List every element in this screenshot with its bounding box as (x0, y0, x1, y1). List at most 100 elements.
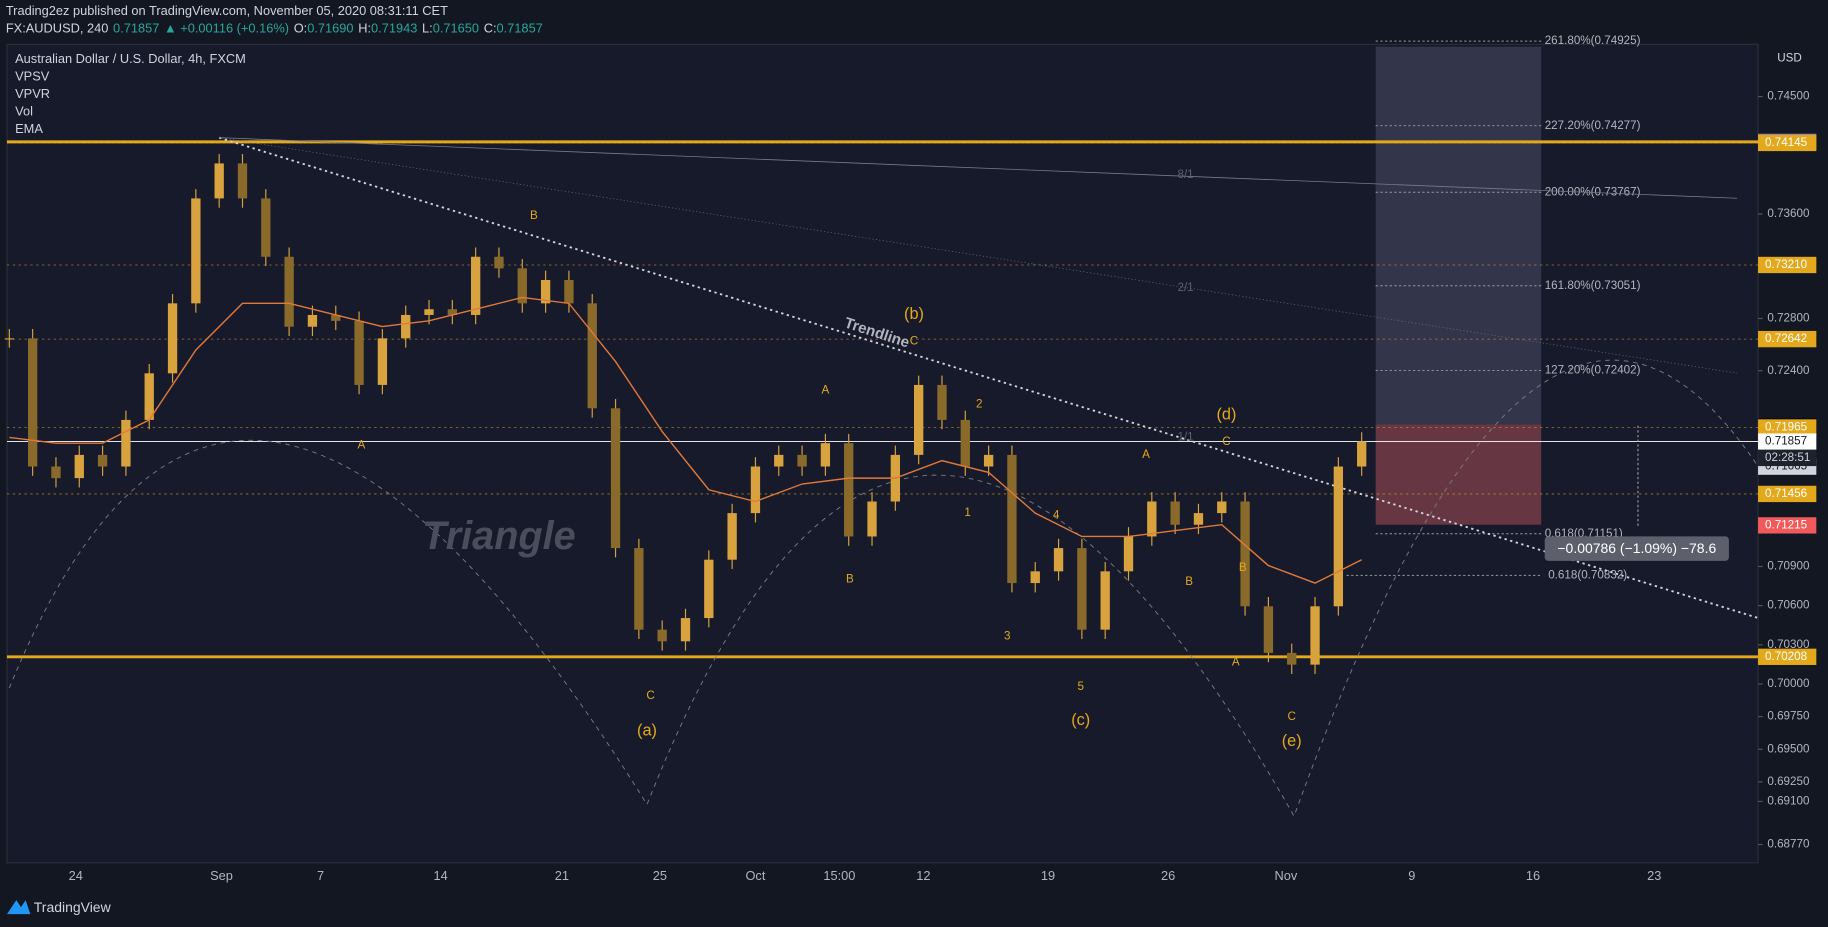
candle-body (983, 454, 994, 467)
header-text: C: (484, 21, 497, 36)
header-text: 0.71943 (371, 21, 417, 36)
wave-label: (a) (637, 721, 657, 739)
candle-body (610, 408, 621, 549)
y-tick-label: 0.74500 (1767, 90, 1810, 103)
candle-body (167, 303, 178, 374)
x-tick-label: 24 (69, 868, 83, 883)
wave-label: (c) (1071, 711, 1090, 729)
wave-label: C (1288, 710, 1296, 723)
layer: FX:AUDUSD, 240 0.71857 ▲ +0.00116 (+0.16%)… (4, 21, 1817, 883)
trendline (218, 136, 1759, 619)
y-tick-label: 0.69100 (1767, 795, 1810, 808)
price-tag-label: 0.73210 (1765, 258, 1808, 271)
wave-label: 5 (1077, 680, 1083, 693)
wave-label: 2 (976, 398, 982, 411)
measure-label: −0.00786 (−1.09%) −78.6 (1557, 540, 1716, 556)
currency[interactable]: USD (1777, 51, 1802, 64)
candle-body (1007, 454, 1017, 584)
x-tick-label: 9 (1408, 868, 1415, 883)
candle-body (1193, 513, 1204, 525)
candle-body (540, 279, 551, 304)
candle-body (867, 501, 877, 537)
wave-label: 4 (1053, 508, 1060, 521)
x-tick-label: 15:00 (823, 868, 855, 883)
wave-label: (b) (904, 305, 924, 323)
header-text: 0.71690 (307, 21, 353, 36)
wave-label: A (358, 439, 366, 452)
candle-body (447, 309, 457, 315)
header-text: O: (294, 21, 308, 36)
candle-body (1263, 606, 1274, 653)
price-tag (1758, 419, 1817, 436)
target-zone (1375, 46, 1542, 425)
y-tick-label: 0.72800 (1767, 312, 1810, 325)
candle-body (51, 466, 61, 479)
price-tag-label: 0.71965 (1765, 421, 1807, 434)
candle-body (424, 309, 434, 315)
fib-label: 0.618(0.70832) (1548, 568, 1627, 581)
wave-label: C (1222, 435, 1230, 448)
price-tag (1758, 648, 1817, 665)
wave-label: B (1185, 575, 1193, 588)
wave-label: 1 (964, 506, 970, 519)
wave-label: B (1239, 561, 1247, 574)
price-tag-label: 0.71215 (1765, 518, 1807, 531)
x-tick-label: Nov (1274, 868, 1297, 883)
candle-body (704, 559, 714, 619)
measure-box (1544, 536, 1729, 561)
price-tag-label: 0.71857 (1765, 435, 1807, 448)
y-tick-label: 0.70900 (1767, 560, 1810, 573)
publisher: Trading2ez published on TradingView.com,… (6, 3, 448, 18)
candle-body (1147, 501, 1157, 537)
price-tag-label: 0.72642 (1765, 332, 1807, 345)
candle-body (844, 443, 854, 537)
candle-body (797, 454, 807, 467)
fib-label: 227.20%(0.74277) (1545, 119, 1641, 132)
candle-body (1240, 501, 1250, 607)
header-text: H: (358, 21, 371, 36)
candle-body (284, 256, 294, 327)
countdown: 02:28:51 (1765, 451, 1810, 464)
x-tick-label: 25 (653, 868, 667, 883)
candle-body (354, 320, 364, 385)
brand: TradingView (34, 899, 112, 915)
candle-body (1053, 548, 1064, 572)
fan-label: 8/1 (1177, 168, 1193, 181)
candle-body (1170, 501, 1180, 525)
y-tick-label: 0.69750 (1767, 710, 1810, 723)
candle-body (820, 443, 831, 467)
legend-title: Australian Dollar / U.S. Dollar, 4h, FXC… (15, 51, 246, 66)
candle-body (750, 466, 761, 514)
candle-body (1310, 606, 1320, 665)
header-text: 0.71857 (497, 21, 543, 36)
x-tick-label: 12 (916, 868, 930, 883)
price-tag-label: 0.70208 (1765, 650, 1807, 663)
candle-body (261, 198, 271, 257)
x-tick-label: 23 (1647, 868, 1661, 883)
x-tick-label: 7 (317, 868, 324, 883)
candle-body (191, 198, 201, 304)
header-text: 0.71650 (433, 21, 479, 36)
legend-indicator: EMA (15, 121, 43, 136)
y-tick-label: 0.68770 (1767, 838, 1810, 851)
wave-label: (d) (1216, 405, 1236, 423)
price-tag (1758, 330, 1817, 348)
fib-label: 127.20%(0.72402) (1545, 364, 1641, 377)
candle-body (517, 268, 527, 304)
candle-body (564, 279, 574, 304)
ema-line (9, 296, 1362, 584)
candle-body (680, 618, 691, 642)
fib-label: 261.80%(0.74925) (1545, 34, 1641, 47)
x-tick-label: 16 (1526, 868, 1540, 883)
wave-label: (e) (1282, 732, 1302, 750)
legend-indicator: VPVR (15, 86, 50, 101)
countdown-tag (1758, 449, 1817, 467)
header-text: ▲ +0.00116 (+0.16%) (164, 21, 289, 36)
candle-body (331, 314, 341, 321)
brand-logo (6, 900, 31, 915)
wave-label: A (1142, 448, 1150, 461)
candle-body (914, 384, 924, 455)
candle-body (97, 454, 108, 467)
wave-label: B (530, 209, 538, 222)
